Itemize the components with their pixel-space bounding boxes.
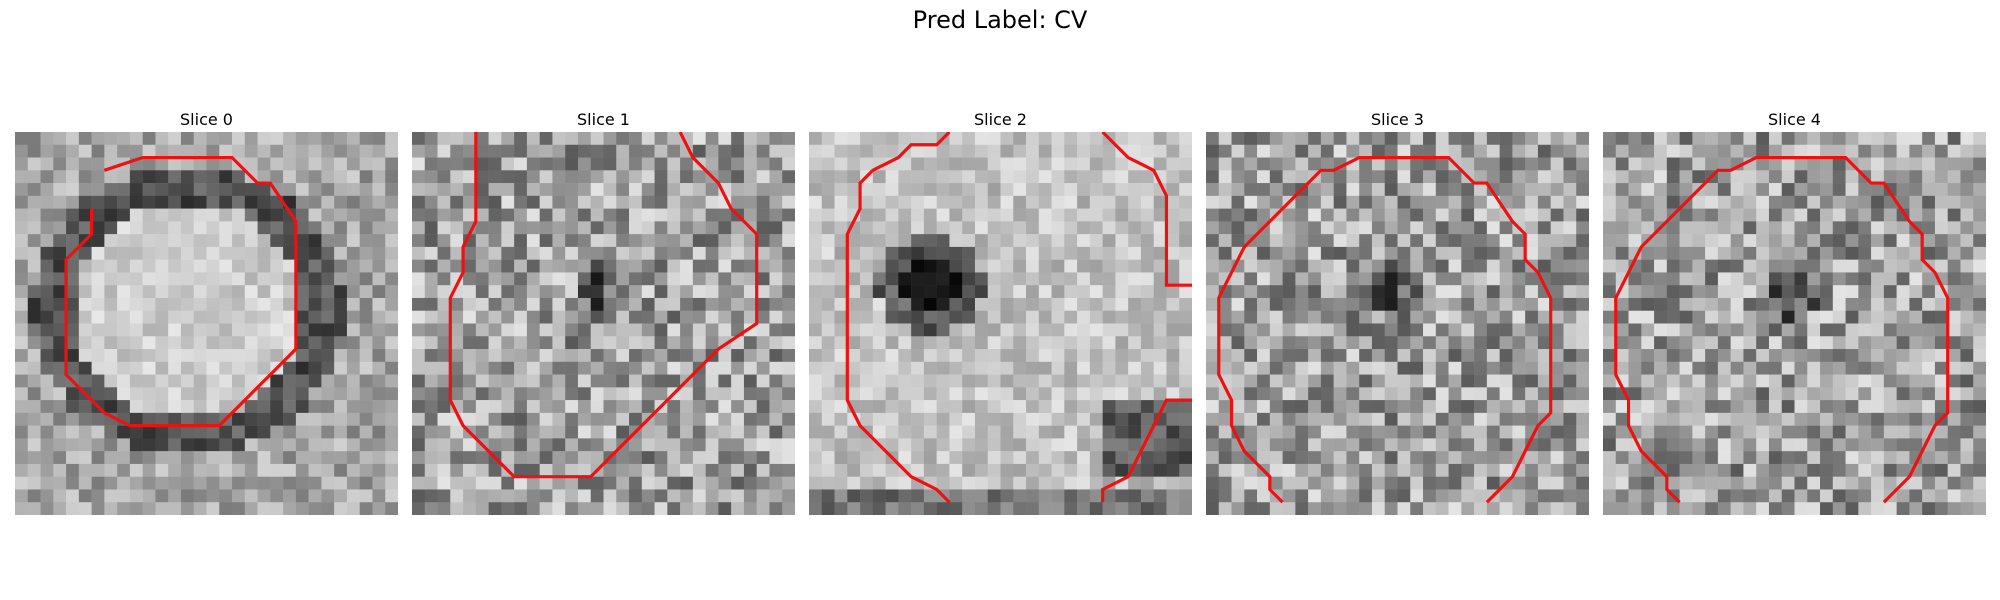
segmentation-contour [1101, 132, 1192, 287]
slice-title: Slice 3 [1371, 110, 1424, 129]
segmentation-contour [1217, 155, 1553, 504]
slice-image [412, 132, 795, 515]
segmentation-contour [1614, 155, 1950, 504]
slice-title: Slice 4 [1768, 110, 1821, 129]
slice-title: Slice 2 [974, 110, 1027, 129]
segmentation-contour [1101, 398, 1192, 503]
slice-image [809, 132, 1192, 515]
slice-panel-1: Slice 1 [412, 108, 795, 515]
segmentation-contour [448, 132, 759, 479]
slice-panel-4: Slice 4 [1603, 108, 1986, 515]
figure-title: Pred Label: CV [912, 6, 1088, 34]
slice-title: Slice 0 [180, 110, 233, 129]
slice-image [1206, 132, 1589, 515]
slice-panel-0: Slice 0 [15, 108, 398, 515]
slice-image [15, 132, 398, 515]
slice-title: Slice 1 [577, 110, 630, 129]
slice-panel-3: Slice 3 [1206, 108, 1589, 515]
slice-panel-2: Slice 2 [809, 108, 1192, 515]
slice-image [1603, 132, 1986, 515]
segmentation-contour [64, 155, 298, 428]
segmentation-contour [845, 132, 951, 504]
